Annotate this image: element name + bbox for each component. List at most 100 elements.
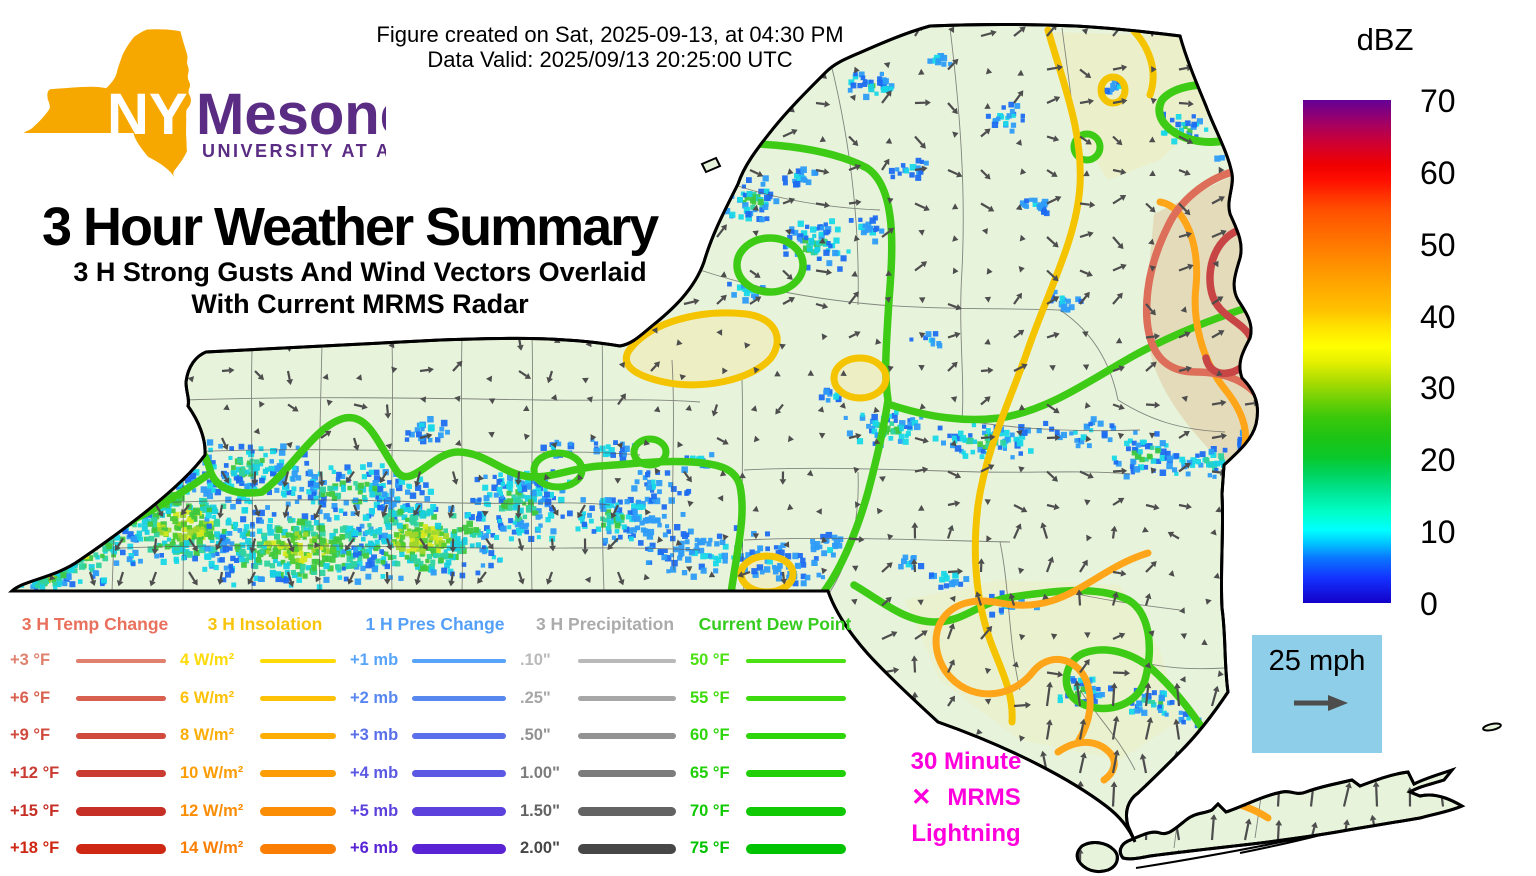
wind-arrow-icon: [914, 436, 929, 444]
legend-row: .50": [520, 717, 690, 755]
legend-row-label: 70 °F: [690, 801, 730, 820]
wind-arrow-icon: [1019, 633, 1026, 641]
wind-arrow-icon: [952, 267, 959, 275]
colorbar-title: dBZ: [1356, 22, 1414, 57]
wind-arrow-icon: [1083, 170, 1090, 177]
wind-arrow-icon: [1369, 70, 1376, 77]
wind-arrow-icon: [1275, 819, 1283, 841]
wind-arrow-icon: [320, 430, 332, 439]
wind-arrow-icon: [1019, 735, 1026, 742]
wind-arrow-icon: [478, 474, 485, 481]
wind-arrow-icon: [1148, 432, 1156, 439]
wind-arrow-icon: [1408, 675, 1415, 682]
wind-arrow-icon: [1145, 202, 1156, 213]
wind-arrow-icon: [1509, 682, 1517, 706]
wind-arrow-icon: [1210, 685, 1220, 707]
wind-arrow-icon: [848, 135, 859, 146]
wind-arrow-icon: [1409, 202, 1422, 211]
wind-arrow-icon: [1144, 593, 1152, 606]
wind-arrow-icon: [848, 199, 862, 206]
wind-arrow-icon: [911, 655, 918, 673]
wind-arrow-icon: [1442, 630, 1449, 637]
wind-arrow-icon: [121, 443, 128, 450]
logo-name-text: Mesonet: [196, 82, 386, 147]
wind-arrow-icon: [946, 623, 955, 640]
wind-arrow-icon: [656, 135, 663, 142]
wind-arrow-icon: [1310, 37, 1317, 44]
wind-arrow-icon: [815, 268, 833, 276]
wind-arrow-icon: [947, 568, 964, 575]
legend-row: +1 mb: [350, 642, 520, 680]
wind-arrow-icon: [1249, 199, 1256, 206]
wind-arrow-icon: [1512, 98, 1518, 104]
wind-arrow-icon: [577, 94, 584, 101]
wind-arrow-icon: [1178, 462, 1191, 473]
wind-arrow-icon: [1505, 226, 1512, 232]
wind-arrow-icon: [752, 230, 759, 237]
legend-row-label: 8 W/m²: [180, 726, 235, 745]
wind-arrow-icon: [1175, 786, 1183, 807]
legend-line-sample: [578, 658, 676, 663]
wind-arrow-icon: [1244, 67, 1259, 75]
lightning-note-line1: 30 Minute: [910, 748, 1022, 775]
wind-arrow-icon: [881, 90, 892, 104]
legend-row-label: +5 mb: [350, 801, 399, 820]
wind-arrow-icon: [1472, 850, 1479, 874]
insolation-contour-northsouth: [971, 26, 1084, 726]
wind-arrow-icon: [819, 136, 826, 143]
wind-arrow-icon: [753, 435, 760, 443]
legend-row: +15 °F: [10, 792, 180, 830]
wind-arrow-icon: [980, 29, 997, 38]
wind-arrow-icon: [1277, 364, 1291, 373]
wind-arrow-icon: [1181, 395, 1188, 402]
legend-row: 12 W/m²: [180, 792, 350, 830]
wind-arrow-icon: [782, 269, 793, 280]
wind-arrow-icon: [881, 562, 893, 573]
wind-arrow-icon: [419, 126, 428, 138]
wind-arrow-icon: [1046, 403, 1060, 414]
wind-arrow-icon: [549, 538, 556, 552]
wind-arrow-icon: [1145, 361, 1157, 372]
wind-arrow-icon: [1079, 68, 1092, 79]
wind-arrow-icon: [952, 734, 959, 742]
legend-line-sample: [746, 769, 846, 778]
wind-arrow-icon: [1082, 364, 1090, 371]
wind-arrow-icon: [523, 405, 530, 411]
wind-arrow-icon: [1012, 523, 1022, 539]
wind-arrow-icon: [444, 170, 451, 177]
wind-arrow-icon: [815, 168, 830, 175]
wind-arrow-icon: [1079, 135, 1092, 145]
wind-arrow-icon: [1440, 717, 1448, 740]
wind-arrow-icon: [1150, 97, 1157, 105]
wind-arrow-icon: [1281, 69, 1288, 76]
wind-arrow-icon: [1050, 633, 1058, 640]
wind-arrow-icon: [53, 404, 61, 418]
wind-arrow-icon: [1431, 132, 1437, 140]
wind-arrow-icon: [848, 291, 859, 305]
wind-arrow-icon: [675, 539, 683, 546]
wind-arrow-icon: [1046, 670, 1064, 678]
wind-arrow-icon: [1112, 365, 1125, 373]
wind-arrow-icon: [250, 341, 257, 349]
wind-arrow-icon: [853, 66, 860, 74]
wind-arrow-icon: [383, 571, 391, 585]
wind-arrow-icon: [683, 135, 696, 145]
wind-arrow-icon: [623, 868, 630, 872]
wind-arrow-icon: [546, 571, 554, 585]
wind-arrow-icon: [787, 435, 794, 443]
wind-arrow-icon: [20, 538, 28, 554]
wind-arrow-icon: [584, 129, 597, 138]
wind-arrow-icon: [756, 131, 763, 139]
wind-arrow-icon: [1509, 637, 1522, 644]
wind-arrow-icon: [914, 466, 929, 474]
wind-arrow-icon: [355, 374, 362, 381]
wind-arrow-icon: [1277, 162, 1293, 171]
wind-arrow-icon: [1018, 567, 1025, 575]
wind-arrow-icon: [716, 224, 727, 238]
wind-arrow-icon: [780, 571, 788, 585]
wind-arrow-icon: [1149, 265, 1156, 272]
page-subtitle: 3 H Strong Gusts And Wind Vectors Overla…: [40, 256, 680, 320]
wind-arrow-icon: [1213, 62, 1220, 69]
wind-arrow-icon: [1407, 754, 1415, 774]
